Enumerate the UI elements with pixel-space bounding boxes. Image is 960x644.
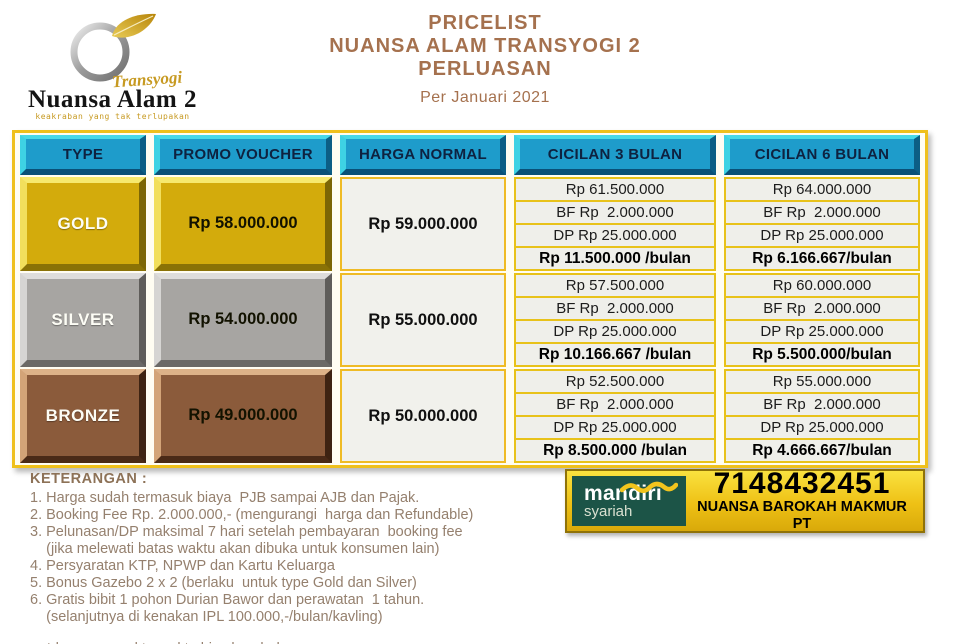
bronze-harga-normal-value: Rp 50.000.000	[340, 369, 506, 463]
bronze-c6-bf: BF Rp 2.000.000	[724, 392, 920, 417]
silver-harga-normal-value: Rp 55.000.000	[340, 273, 506, 367]
title-line-1: PRICELIST	[428, 12, 542, 34]
notes-heading: KETERANGAN :	[30, 471, 148, 487]
header-cicilan-6-bulan: CICILAN 6 BULAN	[724, 135, 920, 175]
header-type: TYPE	[20, 135, 146, 175]
note-item-2: 2. Booking Fee Rp. 2.000.000,- (menguran…	[30, 507, 474, 523]
gold-cicilan-6-stack: Rp 64.000.000 BF Rp 2.000.000 DP Rp 25.0…	[724, 177, 920, 271]
bronze-cicilan-3-stack: Rp 52.500.000 BF Rp 2.000.000 DP Rp 25.0…	[514, 369, 716, 463]
table-row-gold: GOLD Rp 58.000.000 Rp 59.000.000 Rp 61.5…	[20, 175, 920, 271]
silver-c6-bf: BF Rp 2.000.000	[724, 296, 920, 321]
mandiri-wave-icon	[620, 481, 678, 493]
gold-c6-dp: DP Rp 25.000.000	[724, 223, 920, 248]
table-row-silver: SILVER Rp 54.000.000 Rp 55.000.000 Rp 57…	[20, 271, 920, 367]
bronze-c3-per-bulan: Rp 8.500.000 /bulan	[514, 438, 716, 463]
gold-type-label: GOLD	[57, 213, 109, 233]
bank-account-number: 7148432451	[713, 467, 891, 500]
gold-c3-bf: BF Rp 2.000.000	[514, 200, 716, 225]
notes-section: KETERANGAN : 1. Harga sudah termasuk bia…	[30, 471, 510, 644]
note-item-1: 1. Harga sudah termasuk biaya PJB sampai…	[30, 490, 420, 506]
gold-c3-dp: DP Rp 25.000.000	[514, 223, 716, 248]
header-cicilan-3-bulan: CICILAN 3 BULAN	[514, 135, 716, 175]
bronze-promo-value: Rp 49.000.000	[188, 406, 298, 424]
gold-c6-bf: BF Rp 2.000.000	[724, 200, 920, 225]
table-row-bronze: BRONZE Rp 49.000.000 Rp 50.000.000 Rp 52…	[20, 367, 920, 463]
silver-c6-total: Rp 60.000.000	[724, 273, 920, 298]
logo-ring-leaf-icon	[70, 13, 156, 82]
gold-c3-per-bulan: Rp 11.500.000 /bulan	[514, 246, 716, 271]
title-line-3: PERLUASAN	[418, 58, 552, 80]
bank-logo-box: mandiri syariah	[572, 476, 686, 526]
bronze-c6-total: Rp 55.000.000	[724, 369, 920, 394]
gold-promo-value: Rp 58.000.000	[188, 214, 298, 232]
silver-c6-per-bulan: Rp 5.500.000/bulan	[724, 342, 920, 367]
logo-tagline: keakraban yang tak terlupakan	[35, 112, 190, 121]
note-item-6: 6. Gratis bibit 1 pohon Durian Bawor dan…	[30, 592, 425, 608]
silver-c3-bf: BF Rp 2.000.000	[514, 296, 716, 321]
silver-c3-per-bulan: Rp 10.166.667 /bulan	[514, 342, 716, 367]
bank-account-name: NUANSA BAROKAH MAKMUR PT	[697, 499, 907, 532]
gold-c3-total: Rp 61.500.000	[514, 177, 716, 202]
price-table: TYPE PROMO VOUCHER HARGA NORMAL CICILAN …	[12, 130, 928, 468]
silver-cicilan-6-stack: Rp 60.000.000 BF Rp 2.000.000 DP Rp 25.0…	[724, 273, 920, 367]
bank-logo-line2: syariah	[584, 502, 633, 520]
note-item-3b: (jika melewati batas waktu akan dibuka u…	[30, 541, 440, 557]
header-harga-normal: HARGA NORMAL	[340, 135, 506, 175]
silver-promo-value: Rp 54.000.000	[188, 310, 298, 328]
bronze-c3-dp: DP Rp 25.000.000	[514, 415, 716, 440]
silver-cicilan-3-stack: Rp 57.500.000 BF Rp 2.000.000 DP Rp 25.0…	[514, 273, 716, 367]
note-item-6b: (selanjutnya di kenakan IPL 100.000,-/bu…	[30, 609, 383, 625]
bronze-c6-dp: DP Rp 25.000.000	[724, 415, 920, 440]
bronze-c3-total: Rp 52.500.000	[514, 369, 716, 394]
logo-brand-name: Nuansa Alam 2	[27, 86, 198, 113]
price-disclaimer: * harga sewaktu-waktu bisa berubah	[30, 641, 510, 644]
bank-logo-line1: mandiri	[584, 481, 662, 505]
logo-ring-icon	[70, 22, 130, 82]
silver-c3-dp: DP Rp 25.000.000	[514, 319, 716, 344]
gold-harga-normal-value: Rp 59.000.000	[340, 177, 506, 271]
bank-account-badge: mandiri syariah 7148432451 NUANSA BAROKA…	[565, 469, 925, 533]
logo-leaf-vein	[113, 15, 154, 36]
silver-c6-dp: DP Rp 25.000.000	[724, 319, 920, 344]
title-line-2: NUANSA ALAM TRANSYOGI 2	[329, 35, 641, 57]
bank-account-info: 7148432451 NUANSA BAROKAH MAKMUR PT	[686, 469, 918, 533]
gold-cicilan-3-stack: Rp 61.500.000 BF Rp 2.000.000 DP Rp 25.0…	[514, 177, 716, 271]
bronze-cicilan-6-stack: Rp 55.000.000 BF Rp 2.000.000 DP Rp 25.0…	[724, 369, 920, 463]
note-item-3: 3. Pelunasan/DP maksimal 7 hari setelah …	[30, 524, 463, 540]
title-subtitle: Per Januari 2021	[420, 89, 550, 106]
gold-c6-per-bulan: Rp 6.166.667/bulan	[724, 246, 920, 271]
gold-c6-total: Rp 64.000.000	[724, 177, 920, 202]
note-item-4: 4. Persyaratan KTP, NPWP dan Kartu Kelua…	[30, 558, 335, 574]
note-item-5: 5. Bonus Gazebo 2 x 2 (berlaku untuk typ…	[30, 575, 417, 591]
silver-c3-total: Rp 57.500.000	[514, 273, 716, 298]
silver-type-label: SILVER	[51, 309, 115, 329]
company-logo: Transyogi Nuansa Alam 2 keakraban yang t…	[20, 4, 205, 126]
bronze-c6-per-bulan: Rp 4.666.667/bulan	[724, 438, 920, 463]
bronze-type-label: BRONZE	[45, 405, 121, 425]
page-title: PRICELIST NUANSA ALAM TRANSYOGI 2 PERLUA…	[250, 12, 720, 107]
header-promo-voucher: PROMO VOUCHER	[154, 135, 332, 175]
bronze-c3-bf: BF Rp 2.000.000	[514, 392, 716, 417]
table-header-row: TYPE PROMO VOUCHER HARGA NORMAL CICILAN …	[20, 135, 920, 175]
